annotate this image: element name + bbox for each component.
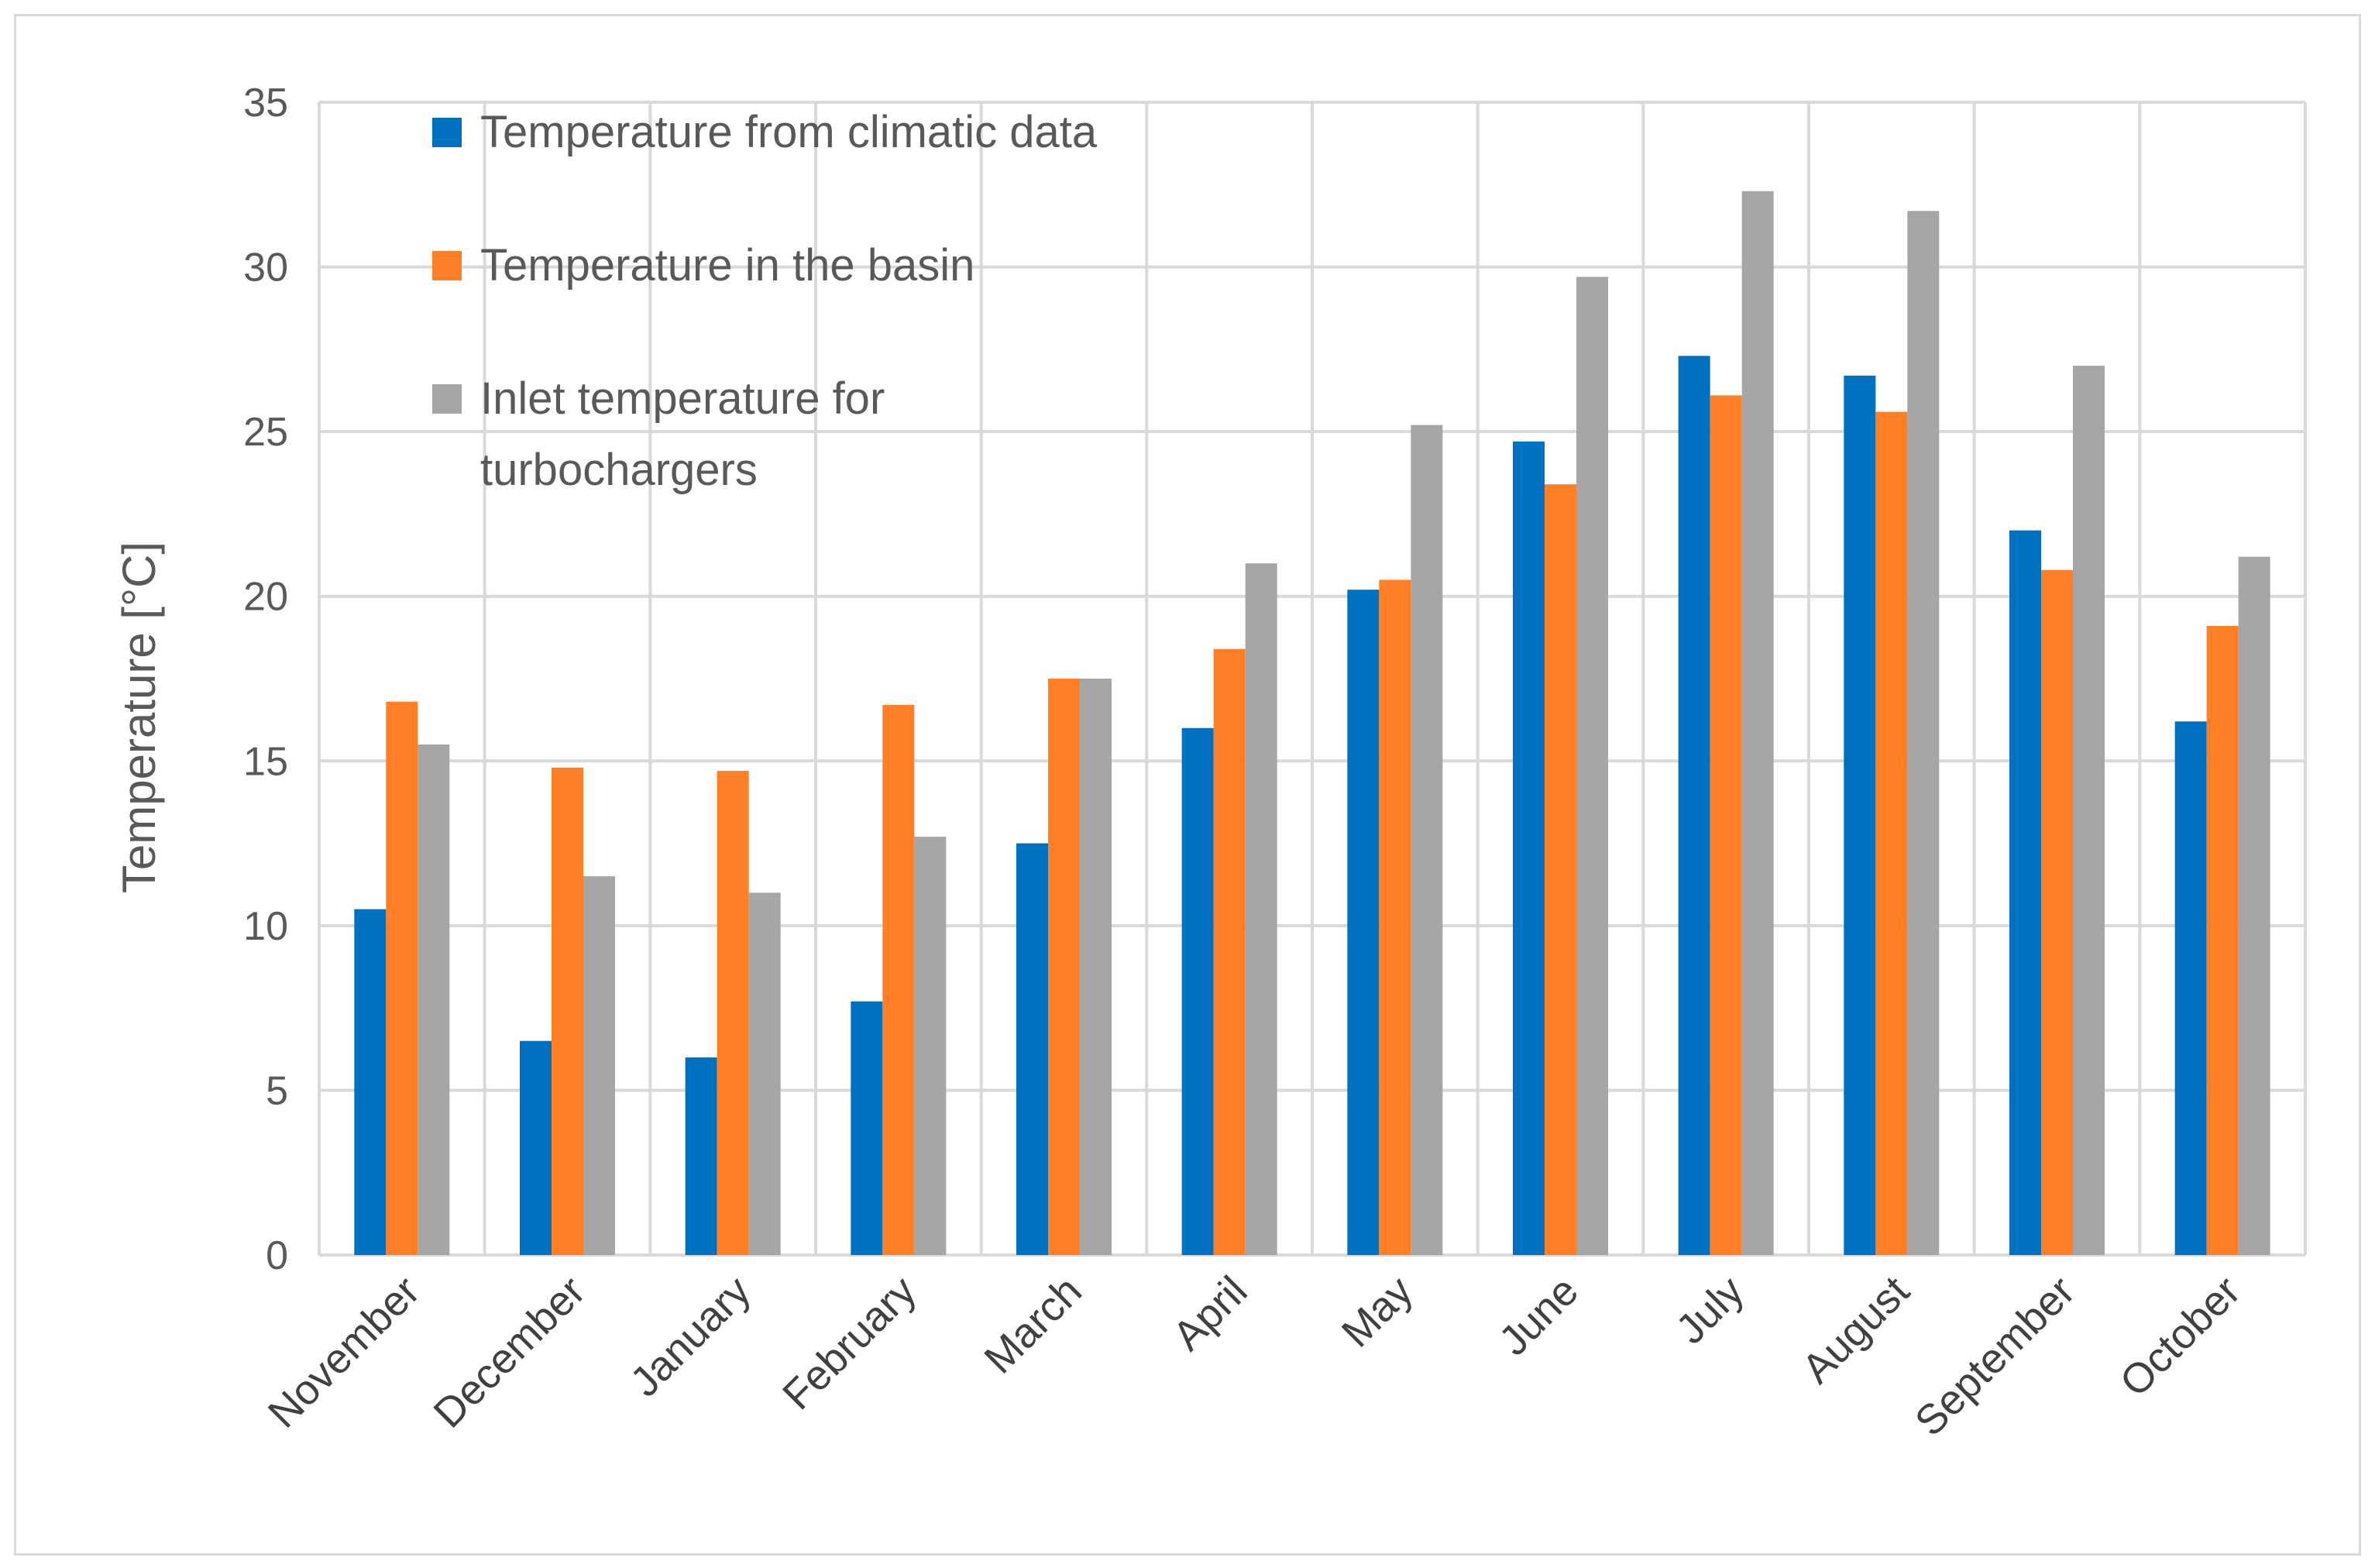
x-category-label: September: [1906, 1267, 2084, 1445]
bar-september-series-1: [2009, 530, 2041, 1255]
x-category-label: October: [2111, 1267, 2249, 1405]
bar-september-series-3: [2073, 366, 2105, 1256]
x-category-label: July: [1667, 1267, 1752, 1353]
bar-november-series-1: [354, 909, 387, 1255]
legend: Temperature from climatic data Temperatur…: [432, 107, 1098, 495]
legend-swatch-series-2: [432, 251, 462, 280]
legend-label-series-2: Temperature in the basin: [480, 240, 974, 291]
bar-march-series-3: [1080, 679, 1112, 1255]
y-tick-label: 30: [243, 246, 288, 291]
y-tick-label: 25: [243, 410, 288, 455]
bar-april-series-1: [1181, 727, 1214, 1255]
grid-layer: [318, 101, 2307, 1257]
bar-july-series-3: [1741, 191, 1774, 1255]
bar-march-series-1: [1016, 843, 1048, 1255]
bar-january-series-1: [685, 1057, 717, 1255]
legend-label-series-3: Inlet temperature for: [480, 373, 885, 424]
y-tick-label: 5: [266, 1068, 288, 1113]
bar-may-series-2: [1379, 579, 1411, 1255]
legend-swatch-series-1: [432, 118, 462, 147]
bar-february-series-3: [914, 837, 947, 1255]
y-tick-label: 35: [243, 81, 288, 126]
bar-june-series-3: [1576, 277, 1608, 1256]
bar-july-series-1: [1678, 356, 1710, 1255]
bar-august-series-3: [1907, 211, 1940, 1256]
bar-june-series-1: [1513, 441, 1545, 1255]
x-category-label: March: [975, 1267, 1091, 1383]
bar-january-series-3: [748, 892, 781, 1255]
y-tick-label: 10: [243, 904, 288, 949]
bar-april-series-3: [1245, 563, 1277, 1255]
bar-may-series-3: [1411, 425, 1443, 1255]
x-category-label: May: [1333, 1267, 1422, 1357]
legend-label-series-3: turbochargers: [480, 445, 758, 495]
bar-march-series-2: [1048, 679, 1080, 1255]
y-tick-label: 0: [266, 1233, 288, 1278]
bar-october-series-2: [2206, 625, 2239, 1255]
bar-june-series-2: [1545, 484, 1576, 1255]
x-category-label: February: [774, 1267, 925, 1418]
x-category-label: June: [1490, 1267, 1587, 1364]
x-category-label: April: [1164, 1267, 1256, 1360]
bar-november-series-3: [418, 744, 450, 1255]
bar-may-series-1: [1347, 590, 1380, 1255]
y-axis-title: Temperature [°C]: [113, 542, 165, 893]
x-category-label: December: [424, 1267, 594, 1437]
bar-february-series-2: [882, 705, 915, 1255]
bar-april-series-2: [1213, 648, 1246, 1255]
bar-december-series-3: [583, 876, 615, 1255]
bar-february-series-1: [851, 1001, 883, 1255]
bar-december-series-2: [552, 767, 583, 1255]
bar-october-series-3: [2238, 556, 2270, 1255]
bars-layer: [354, 191, 2270, 1256]
legend-swatch-series-3: [432, 384, 462, 414]
bar-august-series-2: [1875, 411, 1908, 1255]
bar-september-series-2: [2041, 569, 2073, 1255]
y-tick-label: 15: [243, 739, 288, 784]
x-category-label: November: [259, 1267, 429, 1437]
bar-august-series-1: [1844, 375, 1876, 1256]
x-category-label: January: [621, 1267, 759, 1405]
y-tick-label: 20: [243, 575, 288, 620]
legend-label-series-1: Temperature from climatic data: [480, 107, 1098, 157]
bar-july-series-2: [1710, 395, 1742, 1255]
bar-january-series-2: [717, 771, 749, 1255]
bar-october-series-1: [2174, 721, 2207, 1255]
bar-december-series-1: [520, 1040, 552, 1255]
bar-november-series-2: [386, 701, 418, 1255]
x-category-label: August: [1793, 1267, 1918, 1392]
